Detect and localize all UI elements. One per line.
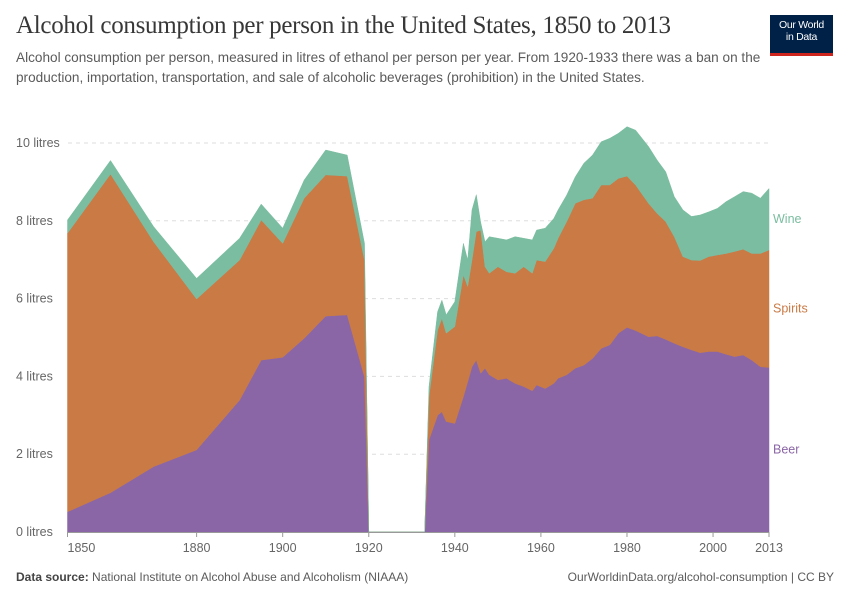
x-tick-label: 1940 (441, 541, 469, 555)
data-source: Data source: National Institute on Alcoh… (16, 570, 408, 584)
y-tick-label: 0 litres (16, 525, 53, 539)
credit-link[interactable]: OurWorldinData.org/alcohol-consumption |… (567, 570, 834, 584)
y-tick-label: 6 litres (16, 292, 53, 306)
series-label-spirits: Spirits (773, 302, 808, 316)
y-tick-label: 8 litres (16, 214, 53, 228)
series-label-wine: Wine (773, 212, 802, 226)
x-tick-label: 2000 (699, 541, 727, 555)
y-tick-label: 2 litres (16, 447, 53, 461)
page-title: Alcohol consumption per person in the Un… (16, 12, 671, 39)
data-source-label: Data source: (16, 570, 89, 584)
data-source-text[interactable]: National Institute on Alcohol Abuse and … (92, 570, 409, 584)
series-label-beer: Beer (773, 443, 799, 457)
chart-subtitle: Alcohol consumption per person, measured… (16, 50, 761, 85)
x-tick-label: 2013 (755, 541, 783, 555)
logo-line-1: Our World (779, 19, 824, 31)
x-tick-label: 1900 (269, 541, 297, 555)
x-tick-label: 1960 (527, 541, 555, 555)
y-tick-label: 4 litres (16, 369, 53, 383)
y-tick-label: 10 litres (16, 136, 60, 150)
owid-logo[interactable]: Our World in Data (770, 15, 833, 56)
logo-line-2: in Data (785, 31, 818, 43)
x-tick-label: 1880 (183, 541, 211, 555)
area-wine (67, 126, 770, 533)
x-tick-label: 1850 (68, 541, 96, 555)
x-tick-label: 1920 (355, 541, 383, 555)
x-tick-label: 1980 (613, 541, 641, 555)
